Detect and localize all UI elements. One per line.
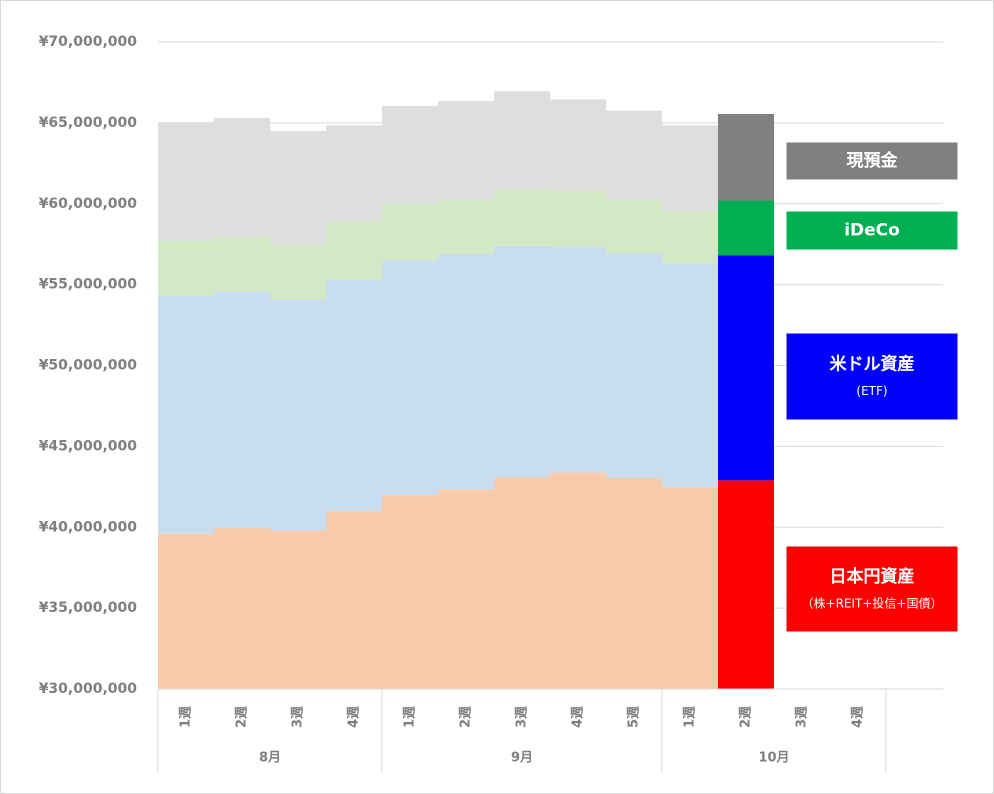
bar-segment (326, 221, 382, 280)
bar-segment (158, 122, 214, 241)
x-tick-label: 3週 (515, 706, 530, 728)
x-tick-label: 4週 (571, 706, 586, 728)
bar-segment (662, 125, 718, 212)
legend-label: 現預金 (847, 150, 899, 171)
bar-segment (270, 530, 326, 689)
x-tick-label: 3週 (795, 706, 810, 728)
bar-segment (214, 236, 270, 292)
bar-segment (158, 295, 214, 534)
bar-segment (158, 533, 214, 689)
bar-segment (718, 255, 774, 481)
bar-segment (550, 246, 606, 473)
legend-label: 日本円資産 (830, 566, 915, 587)
y-tick-label: ¥60,000,000 (39, 196, 138, 212)
bar-segment (270, 244, 326, 300)
bar-segment (494, 245, 550, 478)
y-tick-label: ¥40,000,000 (39, 519, 138, 535)
bar-segment (214, 528, 270, 689)
bar-segment (270, 299, 326, 531)
bar-segment (158, 240, 214, 296)
bar-segment (606, 110, 662, 200)
bar-segment (606, 199, 662, 254)
bar-segment (438, 199, 494, 254)
bar-segment (326, 279, 382, 512)
y-tick-label: ¥55,000,000 (39, 277, 138, 293)
x-tick-label: 1週 (179, 706, 194, 728)
x-tick-label: 2週 (739, 706, 754, 728)
bar-segment (550, 472, 606, 689)
bar-segment (214, 118, 270, 237)
bar-segment (382, 105, 438, 204)
bar-segment (494, 477, 550, 689)
legend-box (785, 210, 959, 251)
bar-segment (214, 291, 270, 529)
x-tick-label: 2週 (459, 706, 474, 728)
x-tick-label: 2週 (235, 706, 250, 728)
x-tick-label: 5週 (627, 706, 642, 728)
y-tick-label: ¥45,000,000 (39, 438, 138, 454)
bar-segment (662, 486, 718, 689)
bar-segment (550, 190, 606, 247)
y-tick-label: ¥50,000,000 (39, 358, 138, 374)
bar-segment (550, 99, 606, 191)
bar-segment (438, 253, 494, 490)
bar-segment (382, 260, 438, 495)
legend-box (785, 332, 959, 421)
x-tick-label: 1週 (403, 706, 418, 728)
bar-segment (606, 253, 662, 478)
group-label: 8月 (259, 751, 281, 766)
x-tick-label: 1週 (683, 706, 698, 728)
bar-segment (438, 101, 494, 200)
bar-segment (718, 200, 774, 256)
bar-segment (326, 125, 382, 222)
bar-segment (494, 91, 550, 190)
y-tick-label: ¥30,000,000 (39, 681, 138, 697)
x-tick-label: 4週 (851, 706, 866, 728)
legend-box (785, 545, 959, 633)
bar-segment (662, 263, 718, 487)
bar-segment (438, 489, 494, 689)
bar-segment (606, 477, 662, 689)
group-label: 10月 (758, 751, 789, 766)
legend-box (785, 141, 959, 181)
bar-segment (718, 113, 774, 201)
bar-segment (494, 189, 550, 246)
x-tick-label: 3週 (291, 706, 306, 728)
x-tick-label: 4週 (347, 706, 362, 728)
legend-label: iDeCo (844, 221, 900, 241)
legend-label: 米ドル資産 (830, 354, 915, 375)
y-tick-label: ¥70,000,000 (39, 34, 138, 50)
bar-segment (718, 480, 774, 689)
legend-sublabel: （株+REIT+投信+国債） (802, 596, 943, 611)
y-tick-label: ¥65,000,000 (39, 115, 138, 131)
y-tick-label: ¥35,000,000 (39, 600, 138, 616)
legend-sublabel: (ETF) (856, 384, 887, 398)
bar-segment (662, 211, 718, 264)
group-label: 9月 (511, 751, 533, 766)
bar-segment (326, 511, 382, 689)
bar-segment (270, 130, 326, 245)
bar-segment (382, 494, 438, 689)
bar-segment (382, 203, 438, 261)
